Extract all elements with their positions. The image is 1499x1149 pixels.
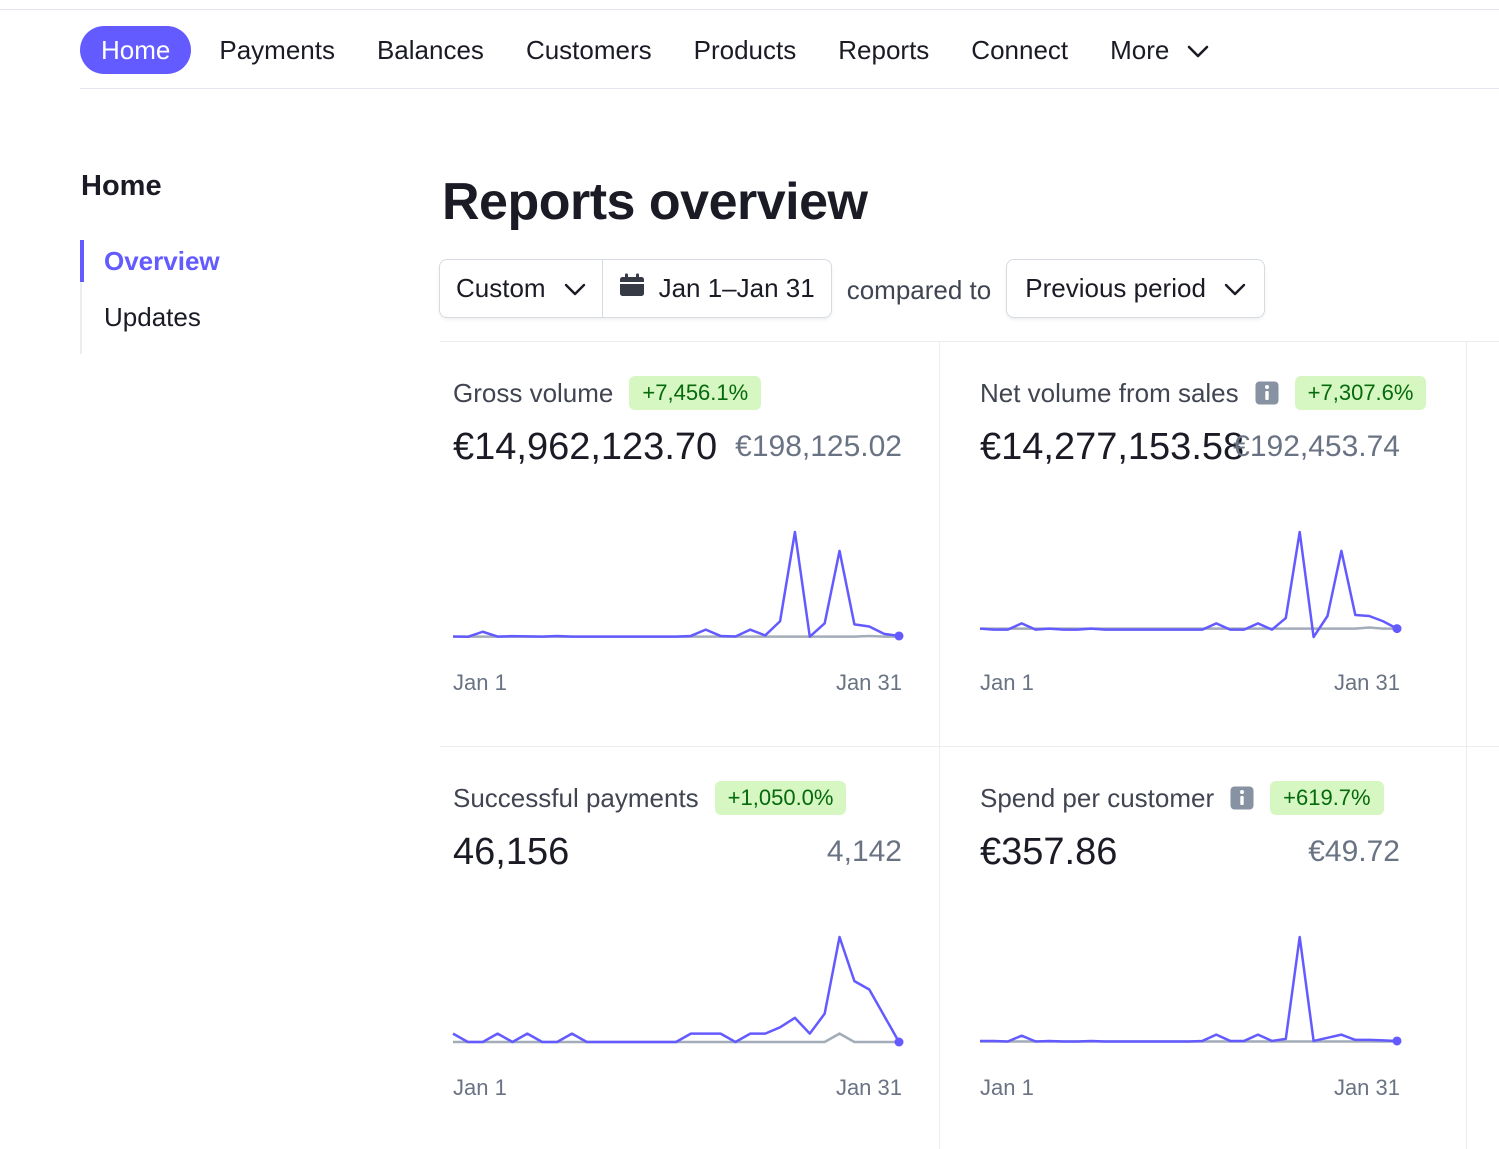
sparkline-chart <box>980 935 1402 1046</box>
sparkline-chart <box>979 530 1402 639</box>
nav-divider <box>80 88 1499 89</box>
grid-divider <box>440 746 1499 747</box>
range-type-label: Custom <box>456 273 546 303</box>
comparison-dropdown[interactable]: Previous period <box>1006 259 1265 318</box>
metric-card-header: Successful payments +1,050.0% <box>453 781 847 815</box>
metric-label: Spend per customer <box>980 782 1215 813</box>
change-badge: +7,456.1% <box>629 376 762 410</box>
x-axis-start-label: Jan 1 <box>980 670 1034 695</box>
metric-value: 46,156 <box>453 831 570 873</box>
sparkline-chart <box>452 530 904 641</box>
nav-balances-label: Balances <box>376 35 484 65</box>
date-range-button[interactable]: Jan 1–Jan 31 <box>601 260 831 317</box>
metric-previous-value: €192,453.74 <box>1233 430 1400 463</box>
metric-previous-value: 4,142 <box>826 835 902 868</box>
nav-home[interactable]: Home <box>80 26 192 74</box>
date-range-label: Jan 1–Jan 31 <box>658 273 815 303</box>
grid-divider <box>1466 341 1467 1149</box>
nav-customers-label: Customers <box>525 35 652 65</box>
current-period-series-line <box>452 530 900 639</box>
nav-payments[interactable]: Payments <box>198 26 356 74</box>
metric-card-spend-per-customer[interactable]: Spend per customer +619.7% €357.86 €49.72 Ja… <box>967 747 1438 1149</box>
series-end-point <box>1392 624 1402 634</box>
nav-products[interactable]: Products <box>673 26 818 74</box>
nav-payments-label: Payments <box>219 35 335 65</box>
chevron-down-icon <box>564 273 586 304</box>
top-nav: Home Payments Balances Customers Product… <box>80 26 1230 74</box>
change-badge: +619.7% <box>1270 781 1384 815</box>
nav-more-label: More <box>1110 35 1170 65</box>
metric-label: Net volume from sales <box>980 377 1239 408</box>
series-end-point <box>1392 1036 1402 1046</box>
range-type-dropdown[interactable]: Custom <box>440 260 602 317</box>
nav-balances[interactable]: Balances <box>356 26 505 74</box>
sidebar-title: Home <box>81 170 162 202</box>
grid-divider <box>939 341 940 1149</box>
grid-divider <box>440 341 1499 342</box>
filter-bar: Custom Jan 1–Jan 31 compared to Previous… <box>439 259 1265 318</box>
series-end-point <box>894 631 904 641</box>
metric-card-successful-payments[interactable]: Successful payments +1,050.0% 46,156 4,142 J… <box>440 747 940 1149</box>
metric-value: €357.86 <box>980 831 1118 873</box>
series-end-point <box>894 1037 904 1047</box>
metric-previous-value: €198,125.02 <box>735 430 902 463</box>
nav-products-label: Products <box>693 35 797 65</box>
metric-previous-value: €49.72 <box>1308 835 1400 868</box>
x-axis-end-label: Jan 31 <box>835 1075 902 1100</box>
date-filter-group: Custom Jan 1–Jan 31 <box>439 259 832 318</box>
x-axis-start-label: Jan 1 <box>453 670 507 695</box>
page-title: Reports overview <box>442 173 868 231</box>
current-period-series-line <box>979 530 1398 639</box>
info-icon[interactable] <box>1230 786 1254 810</box>
sidebar-item-updates[interactable]: Updates <box>82 296 320 338</box>
metric-label: Successful payments <box>453 782 699 813</box>
metric-card-gross-volume[interactable]: Gross volume +7,456.1% €14,962,123.70 €198,… <box>440 342 940 746</box>
x-axis-end-label: Jan 31 <box>835 670 902 695</box>
metric-card-header: Gross volume +7,456.1% <box>453 376 762 410</box>
current-period-series-line <box>980 935 1398 1043</box>
nav-reports-label: Reports <box>838 35 930 65</box>
comparison-label: Previous period <box>1025 273 1206 303</box>
x-axis-start-label: Jan 1 <box>453 1075 507 1100</box>
x-axis-end-label: Jan 31 <box>1333 1075 1400 1100</box>
sidebar-item-label: Updates <box>104 302 201 332</box>
chevron-down-icon <box>1187 26 1209 74</box>
calendar-icon <box>619 273 645 304</box>
nav-more[interactable]: More <box>1089 26 1230 74</box>
browser-top-edge <box>0 0 1499 10</box>
metric-value: €14,277,153.58 <box>980 426 1245 468</box>
metric-label: Gross volume <box>453 377 614 408</box>
compared-to-label: compared to <box>846 275 992 305</box>
metric-card-header: Net volume from sales +7,307.6% <box>980 376 1427 410</box>
change-badge: +1,050.0% <box>714 781 847 815</box>
info-icon[interactable] <box>1255 381 1279 405</box>
x-axis-start-label: Jan 1 <box>980 1075 1034 1100</box>
sidebar-list: Overview Updates <box>80 240 320 354</box>
nav-customers[interactable]: Customers <box>505 26 673 74</box>
metric-card-header: Spend per customer +619.7% <box>980 781 1384 815</box>
metric-card-net-volume[interactable]: Net volume from sales +7,307.6% €14,277,15… <box>967 342 1438 746</box>
nav-home-label: Home <box>101 35 171 65</box>
sidebar-item-label: Overview <box>104 246 220 276</box>
chevron-down-icon <box>1224 273 1246 304</box>
nav-connect[interactable]: Connect <box>950 26 1089 74</box>
current-period-series-line <box>452 935 901 1044</box>
change-badge: +7,307.6% <box>1294 376 1427 410</box>
x-axis-end-label: Jan 31 <box>1333 670 1400 695</box>
sparkline-chart <box>452 935 904 1047</box>
nav-connect-label: Connect <box>971 35 1069 65</box>
nav-reports[interactable]: Reports <box>817 26 950 74</box>
metric-value: €14,962,123.70 <box>453 426 718 468</box>
sidebar-item-overview[interactable]: Overview <box>80 240 320 282</box>
